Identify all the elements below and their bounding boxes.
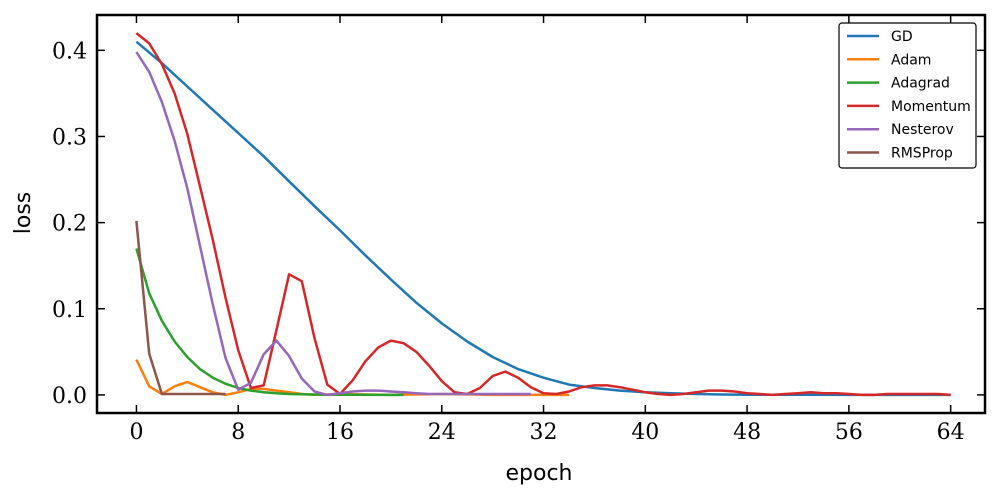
legend-label: Nesterov <box>891 122 954 138</box>
legend-label: Adam <box>891 52 931 68</box>
y-tick-label: 0.4 <box>52 39 87 64</box>
legend-label: Momentum <box>891 99 971 115</box>
series-line-gd <box>135 40 951 397</box>
series-lines <box>135 32 951 397</box>
x-tick-label: 56 <box>835 420 863 445</box>
series-line-momentum <box>135 32 951 397</box>
y-tick-label: 0.2 <box>52 212 87 237</box>
x-tick-label: 16 <box>326 420 354 445</box>
series-line-rmsprop <box>135 220 226 396</box>
legend-label: Adagrad <box>891 76 950 92</box>
x-tick-label: 32 <box>530 420 558 445</box>
y-axis-label: loss <box>11 192 36 235</box>
x-tick-label: 8 <box>231 420 245 445</box>
x-tick-label: 40 <box>631 420 659 445</box>
x-tick-label: 0 <box>129 420 143 445</box>
y-tick-label: 0.0 <box>52 384 87 409</box>
x-tick-label: 48 <box>733 420 761 445</box>
x-axis-label: epoch <box>506 461 573 486</box>
x-tick-label: 64 <box>937 420 965 445</box>
legend: GD Adam Adagrad Momentum Nesterov RMSProp <box>838 22 977 169</box>
axis-ticks: 0 8 16 24 32 40 48 56 64 0.0 0.1 0.2 0.3 0.4 <box>52 15 985 445</box>
legend-label: GD <box>891 29 913 45</box>
y-tick-label: 0.1 <box>52 298 87 323</box>
series-line-nesterov <box>135 51 531 397</box>
legend-label: RMSProp <box>891 146 953 162</box>
x-tick-label: 24 <box>428 420 456 445</box>
plot-frame <box>95 13 987 415</box>
y-tick-label: 0.3 <box>52 125 87 150</box>
